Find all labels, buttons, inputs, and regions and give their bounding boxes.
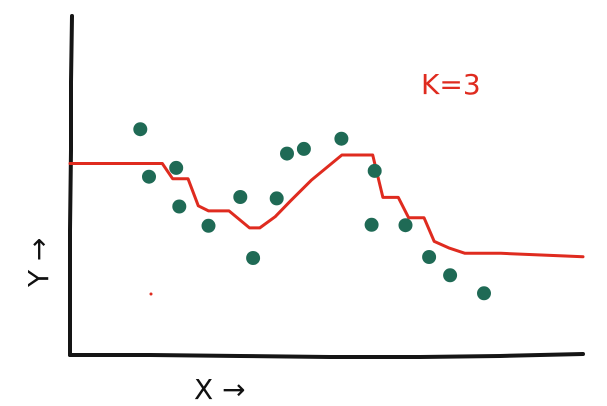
data-point bbox=[233, 190, 248, 204]
plot-area: K=3 X → Y → bbox=[22, 14, 585, 406]
data-point bbox=[334, 131, 349, 146]
data-point bbox=[443, 268, 458, 283]
data-point bbox=[280, 146, 294, 161]
y-axis-label: Y → bbox=[22, 238, 55, 288]
k-equals-3-label: K=3 bbox=[421, 68, 481, 101]
y-axis bbox=[68, 14, 74, 357]
data-point bbox=[398, 218, 413, 233]
data-point bbox=[364, 217, 379, 232]
data-point bbox=[477, 286, 491, 301]
data-point bbox=[269, 191, 284, 206]
data-point bbox=[296, 141, 311, 156]
data-point bbox=[367, 163, 382, 178]
data-point bbox=[246, 251, 261, 265]
data-point bbox=[201, 218, 216, 233]
x-axis bbox=[68, 352, 585, 359]
k-nearest-neighbors-fit-line bbox=[68, 153, 585, 259]
data-point bbox=[172, 199, 187, 214]
data-point bbox=[142, 169, 156, 184]
small-red-mark bbox=[149, 292, 153, 296]
data-point bbox=[133, 122, 148, 137]
data-point bbox=[422, 250, 437, 264]
x-axis-label: X → bbox=[194, 373, 246, 406]
data-points bbox=[133, 122, 491, 301]
data-point bbox=[169, 160, 184, 175]
